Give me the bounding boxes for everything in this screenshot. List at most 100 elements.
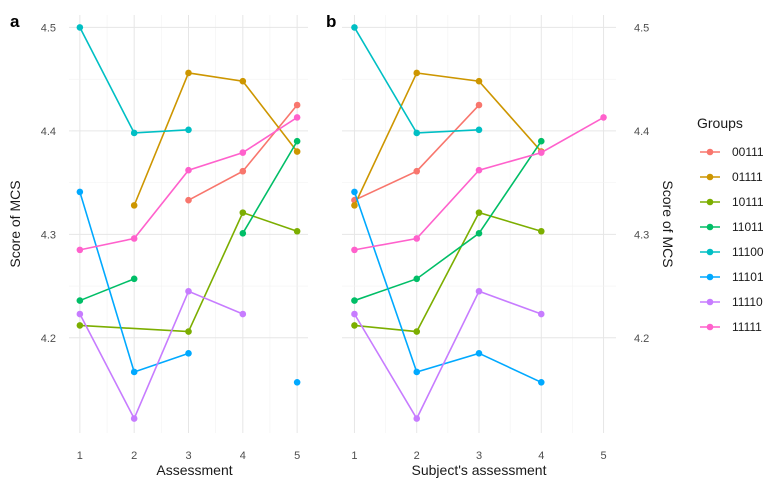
x-tick-label: 3 xyxy=(476,450,482,462)
data-point xyxy=(185,166,192,174)
legend-item: 00111 xyxy=(700,145,764,159)
grid xyxy=(342,15,616,433)
series-01111 xyxy=(351,69,545,209)
data-point xyxy=(475,101,483,109)
legend-key-point xyxy=(706,323,714,331)
y-axis-title: Score of MCS xyxy=(7,180,23,267)
series-10111 xyxy=(351,209,545,335)
legend-item: 11111 xyxy=(700,320,762,334)
data-point xyxy=(76,246,84,254)
legend-item: 11101 xyxy=(700,270,764,284)
legend-item: 01111 xyxy=(700,170,763,184)
data-point xyxy=(293,137,301,145)
series-line xyxy=(79,278,135,302)
x-tick-label: 5 xyxy=(294,450,300,462)
data-point xyxy=(130,129,138,137)
series-11011 xyxy=(76,137,301,304)
y-tick-label: 4.2 xyxy=(41,333,56,345)
data-point xyxy=(185,69,192,77)
data-point xyxy=(351,310,358,318)
series-line xyxy=(79,211,298,333)
series-line xyxy=(354,211,542,333)
x-axis-title: Subject's assessment xyxy=(412,462,547,478)
series-11100 xyxy=(351,24,483,137)
legend-item: 11110 xyxy=(700,295,763,309)
data-point xyxy=(239,149,247,156)
data-point xyxy=(537,137,545,145)
data-point xyxy=(76,322,84,329)
series-line xyxy=(79,290,244,421)
legend-label: 11011 xyxy=(732,220,764,234)
data-point xyxy=(76,310,84,318)
data-point xyxy=(130,415,138,422)
data-point xyxy=(413,328,421,335)
data-point xyxy=(600,114,607,121)
data-point xyxy=(293,227,301,235)
data-point xyxy=(293,148,301,155)
data-point xyxy=(351,24,358,31)
data-point xyxy=(413,167,421,175)
data-point xyxy=(537,379,545,386)
data-point xyxy=(475,77,483,85)
data-point xyxy=(76,24,84,31)
legend-label: 11100 xyxy=(732,245,764,259)
data-point xyxy=(413,235,421,242)
legend-key-point xyxy=(706,198,714,206)
data-point xyxy=(239,230,247,237)
data-point xyxy=(130,202,138,209)
data-point xyxy=(185,196,192,204)
x-tick-label: 4 xyxy=(538,450,544,462)
data-point xyxy=(76,297,84,304)
data-point xyxy=(537,149,545,156)
data-point xyxy=(239,209,247,216)
data-point xyxy=(413,275,421,283)
data-point xyxy=(413,69,421,77)
data-point xyxy=(475,126,483,134)
data-point xyxy=(475,166,483,174)
panel-b: 1 2 3 4 5 4.2 4.3 4.4 4.5 Subject's assessment Sco… xyxy=(326,12,676,478)
legend-key-point xyxy=(706,273,714,281)
data-point xyxy=(351,297,358,304)
series-line xyxy=(354,140,542,302)
legend-key-point xyxy=(706,148,714,156)
y-tick-label: 4.2 xyxy=(634,333,649,345)
series-11011 xyxy=(351,137,545,304)
series-11101 xyxy=(76,188,301,386)
data-point xyxy=(185,287,192,295)
legend-key-point xyxy=(706,248,714,256)
data-point xyxy=(475,350,483,357)
data-point xyxy=(130,235,138,242)
data-point xyxy=(76,188,84,196)
panel-a: 1 2 3 4 5 4.2 4.3 4.4 4.5 Assessment Score of MCS a xyxy=(7,12,308,478)
data-point xyxy=(351,246,358,254)
data-point xyxy=(293,101,301,109)
series-line xyxy=(242,140,298,234)
legend-key-point xyxy=(706,298,714,306)
legend-label: 00111 xyxy=(732,145,764,159)
data-point xyxy=(413,368,421,376)
legend: Groups 00111 01111 10111 11011 11100 11101 1111… xyxy=(697,115,764,334)
data-point xyxy=(130,275,138,283)
series-01111 xyxy=(130,69,301,209)
series-line xyxy=(353,290,542,421)
legend-item: 11011 xyxy=(700,220,764,234)
x-tick-label: 2 xyxy=(131,450,137,462)
legend-label: 10111 xyxy=(732,195,764,209)
y-tick-label: 4.4 xyxy=(634,126,649,138)
x-tick-label: 4 xyxy=(240,450,246,462)
data-point xyxy=(537,310,545,318)
y-axis-title: Score of MCS xyxy=(660,180,676,267)
series-11111 xyxy=(351,114,607,254)
x-axis-title: Assessment xyxy=(156,462,232,478)
data-point xyxy=(413,129,421,137)
legend-item: 11100 xyxy=(700,245,764,259)
legend-title: Groups xyxy=(697,115,743,131)
legend-label: 11110 xyxy=(732,295,763,309)
data-point xyxy=(239,77,247,85)
x-tick-label: 5 xyxy=(600,450,606,462)
series-10111 xyxy=(76,209,301,335)
data-point xyxy=(293,114,301,121)
y-tick-label: 4.4 xyxy=(41,126,56,138)
series-11100 xyxy=(76,24,192,137)
y-tick-label: 4.5 xyxy=(41,22,56,34)
